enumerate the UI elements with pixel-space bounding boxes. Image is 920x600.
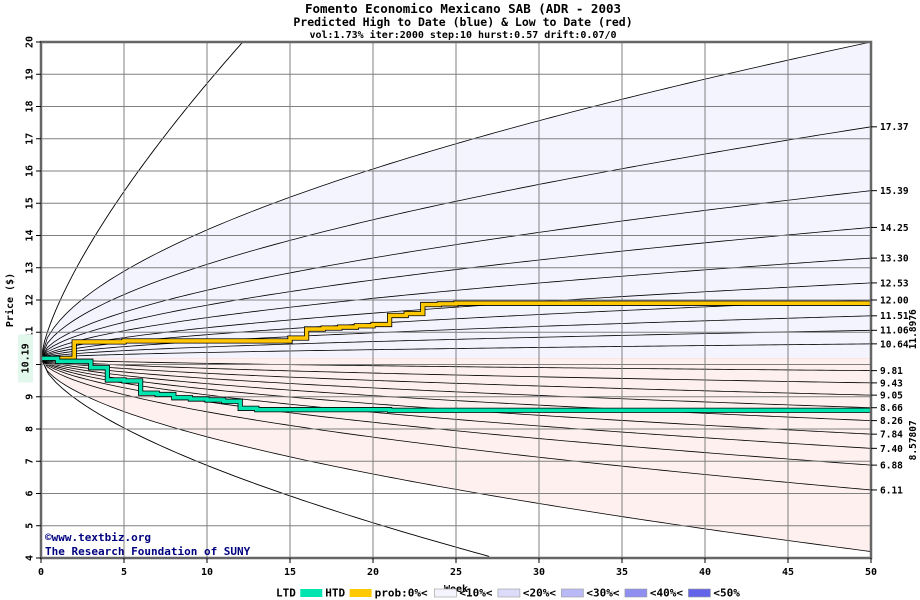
y-tick-label: 16	[25, 165, 36, 177]
right-value-label: 13.30	[880, 253, 909, 264]
legend-band-label-3: <40%<	[650, 587, 683, 600]
start-price-label: 10.19	[21, 343, 32, 373]
x-tick-label: 50	[865, 567, 877, 578]
right-value-label: 14.25	[880, 223, 909, 234]
right-value-label: 9.43	[880, 378, 903, 389]
y-tick-label: 18	[25, 100, 36, 112]
legend-band-label-4: <50%	[713, 587, 740, 600]
series-line-ltd	[41, 356, 871, 413]
y-tick-label: 11	[25, 326, 36, 338]
start-price-marker: 10.19	[18, 334, 33, 383]
right-value-label: 9.05	[880, 391, 903, 402]
x-tick-label: 40	[699, 567, 711, 578]
series-lines	[41, 300, 871, 413]
y-tick-label: 8	[25, 426, 36, 432]
copyright-notice: ©www.textbiz.org	[45, 531, 151, 544]
y-tick-label: 14	[25, 229, 36, 241]
y-tick-label: 6	[25, 490, 36, 496]
x-axis-ticks: 0 5 10 15 20 25 30 35 40 45 50	[38, 558, 877, 578]
chart-legend: LTD HTD prob:0%< <10%< <20%< <30%< <40%< <50%	[276, 587, 740, 600]
organization-name: The Research Foundation of SUNY	[45, 545, 251, 558]
legend-htd-label: HTD	[325, 587, 345, 600]
y-tick-label: 5	[25, 523, 36, 529]
legend-band-swatch-4	[688, 588, 711, 598]
y-tick-label: 7	[25, 458, 36, 464]
right-value-label: 8.26	[880, 416, 903, 427]
envelope-curves	[41, 42, 490, 557]
right-value-label: 9.81	[880, 366, 903, 377]
y-tick-label: 17	[25, 133, 36, 145]
chart-parameters: vol:1.73% iter:2000 step:10 hurst:0.57 d…	[309, 29, 616, 41]
right-value-label: 6.88	[880, 461, 903, 472]
legend-prob-label: prob:0%<	[375, 587, 428, 600]
x-tick-label: 0	[38, 567, 44, 578]
right-value-label: 7.40	[880, 444, 903, 455]
htd-end-label: 11.8976	[908, 309, 919, 349]
right-value-label: 6.11	[880, 485, 903, 496]
legend-band-swatch-3	[624, 588, 648, 598]
right-value-label: 17.37	[880, 122, 909, 133]
right-value-label: 10.64	[880, 339, 909, 350]
outer-envelope	[41, 42, 244, 359]
chart-title: Fomento Economico Mexicano SAB (ADR - 20…	[305, 1, 621, 16]
x-tick-label: 45	[782, 567, 794, 578]
legend-band-label-0: <10%<	[459, 587, 492, 600]
legend-band-label-2: <30%<	[586, 587, 619, 600]
right-value-label: 15.39	[880, 186, 909, 197]
right-value-label: 11.51	[880, 311, 909, 322]
right-value-label: 11.06	[880, 326, 909, 337]
y-tick-label: 9	[25, 394, 36, 400]
series-line-htd	[41, 301, 871, 361]
y-tick-label: 13	[25, 262, 36, 274]
legend-ltd-label: LTD	[276, 587, 296, 600]
x-tick-label: 25	[450, 567, 462, 578]
x-tick-label: 35	[616, 567, 628, 578]
right-value-label: 12.00	[880, 295, 909, 306]
y-tick-label: 4	[25, 555, 36, 561]
right-value-label: 12.53	[880, 278, 909, 289]
x-tick-label: 10	[201, 567, 213, 578]
legend-band-swatch-1	[497, 588, 521, 598]
x-tick-label: 15	[284, 567, 296, 578]
ltd-end-label: 8.57807	[908, 420, 919, 460]
start-price-highlight	[18, 334, 33, 383]
right-value-labels: 17.37 15.39 14.25 13.30 12.53 12.00 11.51 11.06…	[871, 122, 909, 496]
right-value-label: 8.66	[880, 403, 903, 414]
x-tick-label: 20	[367, 567, 379, 578]
y-tick-label: 20	[25, 36, 36, 48]
chart-subtitle: Predicted High to Date (blue) & Low to D…	[293, 15, 632, 29]
y-axis-title: Price ($)	[4, 273, 16, 327]
right-value-label: 7.84	[880, 430, 903, 441]
x-tick-label: 5	[121, 567, 127, 578]
outer-envelope	[41, 358, 490, 557]
y-tick-label: 15	[25, 197, 36, 209]
x-tick-label: 30	[533, 567, 545, 578]
y-tick-label: 19	[25, 68, 36, 80]
legend-band-swatch-2	[561, 588, 584, 598]
legend-ltd-swatch	[300, 589, 323, 597]
y-tick-label: 12	[25, 294, 36, 306]
legend-htd-swatch	[349, 589, 372, 597]
gridlines	[41, 42, 871, 558]
legend-band-swatch-0	[434, 588, 457, 598]
legend-band-label-1: <20%<	[523, 587, 556, 600]
